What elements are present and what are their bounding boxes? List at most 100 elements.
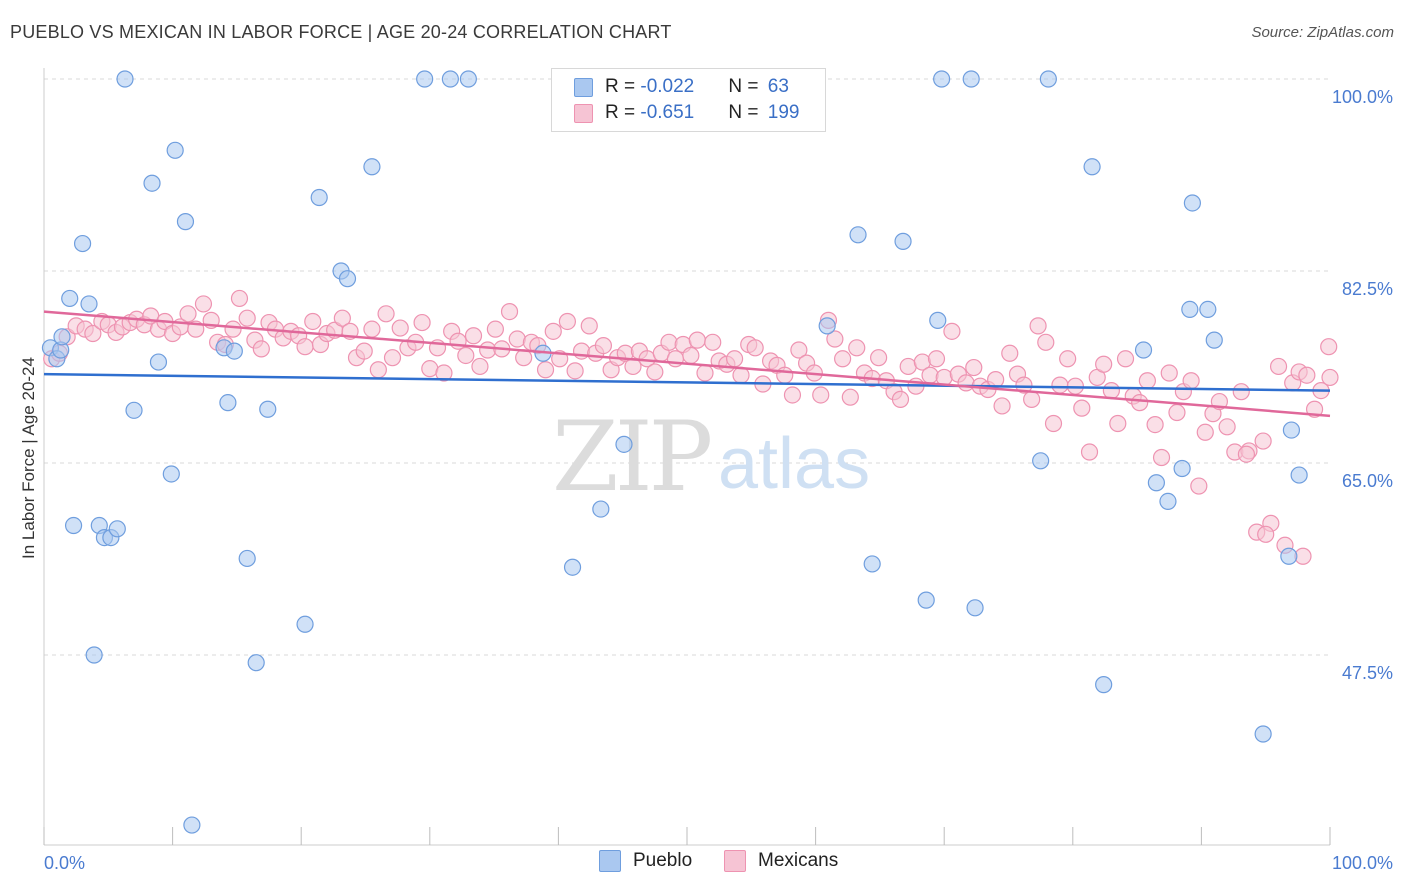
mexican-point-93 xyxy=(725,350,744,368)
mexican-point-125 xyxy=(957,374,975,392)
pueblo-point-27 xyxy=(296,615,314,633)
mexican-point-149 xyxy=(1131,394,1149,412)
pueblo-point-32 xyxy=(416,70,434,88)
mexican-point-84 xyxy=(660,333,678,351)
mexican-point-172 xyxy=(1298,366,1316,384)
mexican-point-18 xyxy=(179,305,197,323)
mexican-point-117 xyxy=(899,357,917,376)
mexican-point-47 xyxy=(391,319,409,337)
pueblo-point-58 xyxy=(1199,300,1217,318)
bottom-pueblo-swatch xyxy=(599,850,621,872)
tick-labels: 47.5% 65.0% 82.5% 100.0% 0.0% 100.0% xyxy=(44,87,1393,873)
mexican-point-142 xyxy=(1080,443,1099,461)
legend-mexican-n-value: 199 xyxy=(767,102,800,123)
mexican-point-144 xyxy=(1095,355,1113,373)
legend-mexican-r-value: -0.651 xyxy=(640,102,695,123)
x-tick-label-0: 0.0% xyxy=(44,853,85,873)
pueblo-point-26 xyxy=(259,400,277,418)
mexican-point-43 xyxy=(363,320,381,338)
pueblo-point-3 xyxy=(53,328,71,346)
watermark: ZIP atlas xyxy=(552,401,870,513)
mexican-point-138 xyxy=(1051,376,1069,394)
mexican-point-88 xyxy=(688,331,706,349)
legend-pueblo-n-label: N = xyxy=(728,76,764,97)
mexican-point-179 xyxy=(1237,445,1256,463)
mexican-point-116 xyxy=(891,390,910,408)
pueblo-point-52 xyxy=(1134,341,1153,359)
chart-title: PUEBLO VS MEXICAN IN LABOR FORCE | AGE 2… xyxy=(10,22,672,42)
x-tick-label-1: 100.0% xyxy=(1332,853,1393,873)
mexican-point-45 xyxy=(377,305,395,323)
mexican-point-151 xyxy=(1146,416,1164,434)
mexican-point-24 xyxy=(224,320,242,338)
bottom-mexican-label: Mexicans xyxy=(758,850,839,871)
pueblo-point-60 xyxy=(1254,725,1272,743)
mexican-point-135 xyxy=(1029,317,1047,335)
mexican-point-121 xyxy=(927,350,946,368)
legend-row-mexican: R = -0.651 N = 199 xyxy=(574,100,799,126)
mexican-point-58 xyxy=(471,357,489,376)
mexican-point-146 xyxy=(1109,414,1127,433)
pueblo-point-37 xyxy=(592,500,610,518)
bottom-legend-pueblo: Pueblo xyxy=(599,850,692,872)
pueblo-point-6 xyxy=(73,234,92,253)
mexican-point-137 xyxy=(1044,414,1063,433)
gridlines xyxy=(44,78,1330,656)
bottom-legend-mexican: Mexicans xyxy=(724,850,838,872)
mexican-point-120 xyxy=(921,366,939,384)
mexican-point-130 xyxy=(993,397,1011,415)
pueblo-point-13 xyxy=(116,70,134,88)
mexican-point-34 xyxy=(296,338,314,356)
mexican-point-150 xyxy=(1138,372,1156,390)
pueblo-point-16 xyxy=(149,353,168,371)
mexican-point-44 xyxy=(369,361,387,379)
pueblo-point-63 xyxy=(1290,466,1308,484)
mexican-point-35 xyxy=(304,312,322,331)
pueblo-point-18 xyxy=(166,141,184,159)
legend-mexican-r-label: R = xyxy=(605,102,641,123)
pueblo-point-4 xyxy=(61,289,79,308)
legend-pueblo-r-value: -0.022 xyxy=(640,76,695,97)
pueblo-point-23 xyxy=(225,342,243,360)
mexican-point-134 xyxy=(1023,390,1041,408)
mexican-point-56 xyxy=(457,346,475,365)
pueblo-point-61 xyxy=(1280,547,1298,565)
pueblo-point-31 xyxy=(363,158,381,176)
mexican-point-131 xyxy=(1001,344,1019,362)
legend: R = -0.022 N = 63 R = -0.651 N = 199 xyxy=(551,68,826,132)
pueblo-point-20 xyxy=(183,816,201,834)
mexican-point-28 xyxy=(252,340,270,358)
legend-row-pueblo: R = -0.022 N = 63 xyxy=(574,74,789,100)
pueblo-point-28 xyxy=(310,188,328,207)
mexican-point-25 xyxy=(230,289,249,308)
mexican-point-59 xyxy=(479,341,497,359)
pueblo-point-43 xyxy=(917,591,935,609)
mexican-point-46 xyxy=(383,349,402,367)
pueblo-point-41 xyxy=(863,555,881,573)
mexican-point-145 xyxy=(1102,381,1120,400)
mexican-point-82 xyxy=(646,363,664,381)
bottom-pueblo-label: Pueblo xyxy=(633,850,693,871)
mexican-point-75 xyxy=(594,337,613,355)
mexican-point-113 xyxy=(870,349,888,367)
pueblo-point-59 xyxy=(1205,331,1223,349)
mexican-point-136 xyxy=(1037,333,1055,351)
mexican-point-154 xyxy=(1168,403,1186,422)
pueblo-point-34 xyxy=(459,70,477,88)
pueblo-point-50 xyxy=(1083,158,1101,176)
pueblo-point-30 xyxy=(338,270,357,288)
pueblo-swatch xyxy=(574,77,593,97)
pueblo-point-42 xyxy=(894,232,912,250)
mexican-point-5 xyxy=(84,324,102,343)
pueblo-point-22 xyxy=(219,394,237,412)
mexican-point-89 xyxy=(696,364,714,382)
watermark-atlas: atlas xyxy=(718,424,870,504)
pueblo-point-56 xyxy=(1181,300,1199,318)
mexican-point-168 xyxy=(1269,357,1288,376)
mexican-point-108 xyxy=(834,350,852,368)
mexican-point-87 xyxy=(682,346,700,365)
mexican-point-62 xyxy=(500,302,519,321)
pueblo-point-25 xyxy=(247,654,265,672)
pueblo-point-48 xyxy=(1032,452,1050,470)
